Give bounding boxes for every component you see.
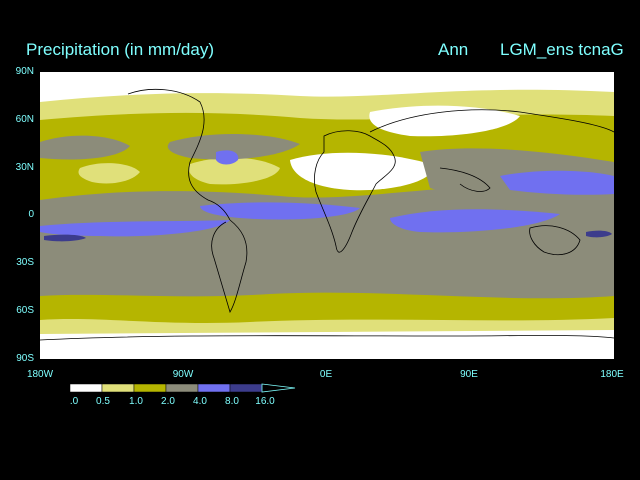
dry-sahara xyxy=(290,152,432,191)
lon-label: 0E xyxy=(319,369,333,380)
lat-label: 30S xyxy=(16,257,34,268)
map-canvas xyxy=(40,72,614,359)
lat-label: 90N xyxy=(15,66,34,77)
legend-arrow xyxy=(261,383,296,393)
lat-label: 30N xyxy=(15,162,34,173)
legend-label: 1.0 xyxy=(129,396,143,407)
coastlines xyxy=(40,89,614,341)
lat-label: 0 xyxy=(28,209,34,220)
legend-label: 4.0 xyxy=(193,396,207,407)
legend-swatch xyxy=(133,383,167,393)
dry-antarctic xyxy=(40,330,614,359)
monsoon-n-america xyxy=(216,150,239,165)
dry-n-pacific xyxy=(78,163,140,184)
itcz-atlantic xyxy=(200,202,360,220)
dry-arctic-east xyxy=(369,105,520,137)
storm-track-n-pacific xyxy=(40,135,130,160)
lon-label: 180E xyxy=(600,369,624,380)
dry-n-atlantic xyxy=(188,157,280,185)
storm-track-n-atlantic xyxy=(167,133,300,160)
core-w-pacific xyxy=(586,230,612,238)
lon-label: 180W xyxy=(26,369,54,380)
legend-swatch xyxy=(229,383,263,393)
legend-colorbar xyxy=(70,383,296,393)
lat-label: 60S xyxy=(16,305,34,316)
legend-swatch xyxy=(197,383,231,393)
precipitation-map xyxy=(40,72,614,359)
lat-label: 60N xyxy=(15,114,34,125)
warm-pool-indian xyxy=(390,209,560,233)
plot-title-left: Precipitation (in mm/day) xyxy=(26,40,215,59)
legend-label: 0.5 xyxy=(96,396,110,407)
legend-label: 2.0 xyxy=(161,396,175,407)
legend-label: 8.0 xyxy=(225,396,239,407)
lat-label: 90S xyxy=(16,353,34,364)
legend-label: 16.0 xyxy=(255,396,275,407)
legend-label: .0 xyxy=(69,396,79,407)
legend-swatch xyxy=(165,383,199,393)
plot-title-experiment: LGM_ens tcnaG xyxy=(500,40,624,59)
lon-label: 90E xyxy=(460,369,478,380)
legend-swatch xyxy=(70,383,103,393)
plot-title-season: Ann xyxy=(438,40,469,59)
legend-swatch xyxy=(101,383,135,393)
itcz-pacific xyxy=(40,220,230,237)
warm-pool-w-pacific xyxy=(500,170,614,195)
core-pacific xyxy=(44,234,86,242)
lon-label: 90W xyxy=(172,369,194,380)
